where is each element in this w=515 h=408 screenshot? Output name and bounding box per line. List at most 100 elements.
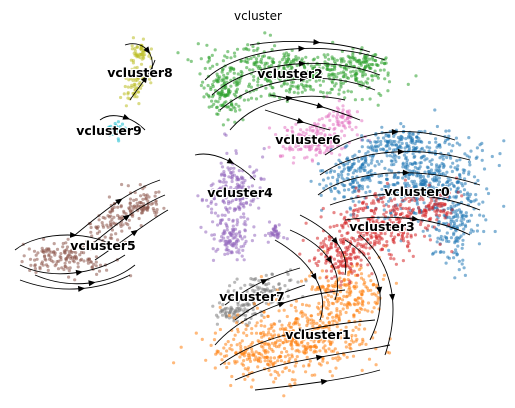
- cell-point: [416, 188, 420, 192]
- cell-point: [247, 84, 251, 88]
- cell-point: [418, 165, 422, 169]
- cell-point: [322, 242, 326, 246]
- cell-point: [433, 202, 437, 206]
- cell-point: [351, 328, 355, 332]
- cell-point: [385, 243, 389, 247]
- cell-point: [324, 276, 328, 280]
- cell-point: [366, 145, 370, 149]
- cell-point: [289, 325, 294, 329]
- cell-point: [230, 179, 234, 184]
- cluster-label-vcluster0: vcluster0: [384, 184, 450, 199]
- cell-point: [360, 307, 364, 311]
- cell-point: [462, 227, 466, 231]
- cell-point: [377, 241, 381, 245]
- cell-point: [225, 365, 229, 370]
- cell-point: [355, 169, 359, 173]
- cell-point: [301, 238, 305, 242]
- cell-point: [410, 162, 414, 166]
- streamline-arrow-icon: [310, 272, 317, 281]
- cell-point: [351, 171, 355, 175]
- cell-point: [453, 166, 457, 170]
- cell-point: [56, 267, 61, 271]
- cell-point: [390, 163, 394, 167]
- cell-point: [383, 139, 387, 143]
- cell-point: [253, 174, 257, 178]
- cell-point: [311, 324, 315, 328]
- cell-point: [62, 249, 66, 253]
- cell-point: [433, 108, 437, 112]
- cell-point: [236, 72, 240, 76]
- cell-point: [373, 69, 377, 73]
- cell-point: [460, 246, 464, 250]
- cell-point: [47, 249, 51, 253]
- cell-point: [291, 161, 295, 165]
- cell-point: [234, 234, 238, 238]
- cell-point: [211, 247, 215, 251]
- cell-point: [235, 240, 239, 244]
- cell-point: [186, 58, 190, 62]
- cell-point: [366, 185, 370, 189]
- cell-point: [210, 53, 214, 58]
- cell-point: [47, 254, 51, 258]
- cell-point: [231, 236, 235, 240]
- cell-point: [255, 321, 259, 325]
- cell-point: [224, 196, 228, 200]
- cell-point: [120, 122, 125, 126]
- cell-point: [318, 349, 322, 353]
- cell-point: [363, 308, 367, 312]
- cell-point: [328, 340, 333, 344]
- cell-point: [340, 182, 344, 186]
- cell-point: [462, 217, 466, 221]
- cell-point: [436, 190, 440, 194]
- cell-point: [60, 266, 64, 270]
- cell-point: [346, 89, 350, 93]
- cell-point: [390, 159, 394, 163]
- cell-point: [367, 357, 372, 361]
- cell-point: [309, 348, 313, 352]
- cell-point: [79, 257, 84, 261]
- cell-point: [233, 54, 237, 58]
- cell-point: [323, 55, 327, 59]
- cell-point: [368, 189, 372, 194]
- cell-point: [130, 67, 134, 71]
- cell-point: [111, 221, 115, 225]
- cell-point: [335, 309, 339, 313]
- cell-point: [215, 62, 219, 66]
- cell-point: [249, 343, 253, 347]
- cell-point: [447, 215, 451, 219]
- cell-point: [439, 210, 443, 214]
- cell-point: [426, 203, 431, 207]
- cell-point: [219, 161, 223, 165]
- cell-point: [270, 289, 274, 293]
- cell-point: [253, 233, 257, 237]
- cell-point: [320, 117, 324, 121]
- cell-point: [123, 126, 127, 130]
- cell-point: [241, 184, 245, 188]
- cell-point: [116, 205, 120, 209]
- cell-point: [381, 277, 385, 281]
- cell-point: [287, 146, 291, 151]
- cell-point: [218, 239, 222, 243]
- cell-point: [286, 54, 290, 58]
- cell-point: [250, 184, 254, 188]
- cell-point: [216, 223, 220, 227]
- cell-point: [412, 169, 416, 173]
- cell-point: [452, 231, 456, 235]
- cell-point: [393, 212, 398, 217]
- cell-point: [461, 184, 465, 188]
- cell-point: [354, 125, 358, 129]
- cell-point: [347, 60, 351, 64]
- cell-point: [146, 199, 150, 203]
- cell-point: [323, 151, 327, 155]
- cell-point: [97, 269, 102, 273]
- cell-point: [153, 211, 157, 215]
- cell-point: [366, 175, 370, 179]
- cell-point: [339, 83, 343, 87]
- cell-point: [307, 259, 312, 263]
- cell-point: [493, 229, 497, 234]
- cell-point: [393, 172, 397, 177]
- cell-point: [258, 76, 262, 80]
- cell-point: [270, 63, 274, 67]
- cell-point: [238, 355, 242, 359]
- cell-point: [409, 233, 413, 237]
